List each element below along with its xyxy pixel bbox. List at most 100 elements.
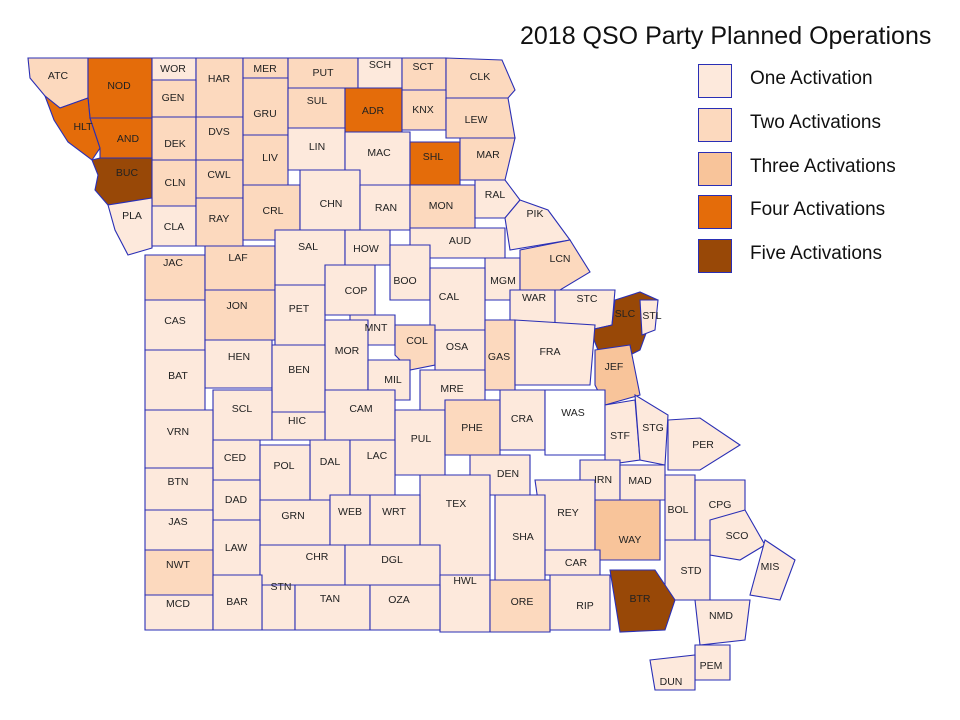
county-label-pet: PET [289, 303, 310, 315]
county-boo [389, 244, 431, 301]
county-shl [409, 141, 461, 186]
county-label-shl: SHL [423, 151, 444, 163]
county-vrn [144, 409, 214, 469]
county-label-std: STD [681, 565, 702, 577]
county-label-bat: BAT [168, 370, 188, 382]
county-label-sal: SAL [298, 241, 318, 253]
county-pet [274, 284, 326, 346]
county-rip [549, 574, 611, 631]
county-label-mgm: MGM [490, 275, 516, 287]
county-label-crl: CRL [262, 205, 283, 217]
county-label-cwl: CWL [207, 169, 230, 181]
county-label-pul: PUL [411, 433, 432, 445]
county-label-mor: MOR [335, 345, 360, 357]
county-label-hlt: HLT [73, 121, 93, 133]
county-label-den: DEN [497, 468, 519, 480]
county-label-wor: WOR [160, 63, 186, 75]
county-label-ore: ORE [511, 596, 534, 608]
county-har [195, 57, 244, 118]
county-label-mil: MIL [384, 374, 402, 386]
county-wrt [369, 494, 421, 546]
county-label-put: PUT [313, 67, 335, 79]
county-label-cas: CAS [164, 315, 186, 327]
county-label-mnt: MNT [365, 322, 388, 334]
county-label-laf: LAF [228, 252, 247, 264]
county-atc [27, 57, 89, 109]
county-dun [649, 654, 696, 691]
county-label-mer: MER [253, 63, 277, 75]
county-label-atc: ATC [48, 70, 69, 82]
county-label-wrt: WRT [382, 506, 406, 518]
county-label-sch: SCH [369, 59, 391, 71]
county-label-tan: TAN [320, 593, 340, 605]
county-label-cop: COP [345, 285, 368, 297]
county-nmd [694, 599, 751, 646]
county-tan [294, 584, 371, 631]
county-label-ran: RAN [375, 202, 397, 214]
county-label-buc: BUC [116, 167, 139, 179]
county-label-gas: GAS [488, 351, 510, 363]
county-label-jac: JAC [163, 257, 183, 269]
county-label-boo: BOO [393, 275, 416, 287]
county-label-bol: BOL [667, 504, 688, 516]
county-label-adr: ADR [362, 105, 385, 117]
county-fra [514, 319, 596, 386]
county-label-pem: PEM [700, 660, 723, 672]
county-label-hwl: HWL [453, 575, 476, 587]
county-label-ced: CED [224, 452, 247, 464]
legend-swatch-two [698, 108, 732, 142]
county-label-per: PER [692, 439, 714, 451]
county-label-cra: CRA [511, 413, 533, 425]
county-label-chn: CHN [320, 198, 343, 210]
county-label-tex: TEX [446, 498, 466, 510]
county-label-nod: NOD [107, 80, 131, 92]
county-label-grn: GRN [281, 510, 304, 522]
county-label-chr: CHR [306, 551, 329, 563]
county-label-hic: HIC [288, 415, 307, 427]
county-label-jas: JAS [168, 516, 187, 528]
county-label-was: WAS [561, 407, 585, 419]
county-buc [91, 157, 153, 206]
county-label-vrn: VRN [167, 426, 189, 438]
county-pol [259, 444, 311, 501]
county-label-cln: CLN [164, 177, 185, 189]
county-col [394, 324, 436, 371]
legend-label-two: Two Activations [750, 112, 881, 133]
county-label-btn: BTN [168, 476, 189, 488]
county-label-nmd: NMD [709, 610, 733, 622]
county-label-har: HAR [208, 73, 231, 85]
county-label-ral: RAL [485, 189, 506, 201]
legend-swatch-one [698, 64, 732, 98]
county-label-osa: OSA [446, 341, 468, 353]
county-label-jon: JON [227, 300, 248, 312]
county-nwt [144, 549, 214, 596]
legend-swatch-five [698, 239, 732, 273]
county-ore [489, 579, 551, 633]
county-stl [639, 299, 659, 336]
county-label-stc: STC [577, 293, 598, 305]
county-label-jef: JEF [605, 361, 624, 373]
county-label-web: WEB [338, 506, 362, 518]
county-label-slc: SLC [615, 308, 636, 320]
county-label-fra: FRA [540, 346, 561, 358]
county-chr [259, 544, 346, 586]
county-jef [594, 344, 641, 406]
county-label-mcd: MCD [166, 598, 190, 610]
county-label-war: WAR [522, 292, 547, 304]
county-web [329, 494, 371, 546]
legend-swatch-four [698, 195, 732, 229]
county-label-stl: STL [642, 310, 661, 322]
legend-label-three: Three Activations [750, 156, 896, 177]
county-label-sct: SCT [413, 61, 435, 73]
county-label-dek: DEK [164, 138, 186, 150]
county-label-lac: LAC [367, 450, 388, 462]
county-label-lew: LEW [465, 114, 488, 126]
legend-label-one: One Activation [750, 68, 873, 89]
county-label-stf: STF [610, 430, 630, 442]
county-label-bar: BAR [226, 596, 248, 608]
county-label-and: AND [117, 133, 140, 145]
county-label-knx: KNX [412, 104, 434, 116]
county-label-oza: OZA [388, 594, 410, 606]
county-label-sha: SHA [512, 531, 534, 543]
legend-label-four: Four Activations [750, 199, 886, 220]
